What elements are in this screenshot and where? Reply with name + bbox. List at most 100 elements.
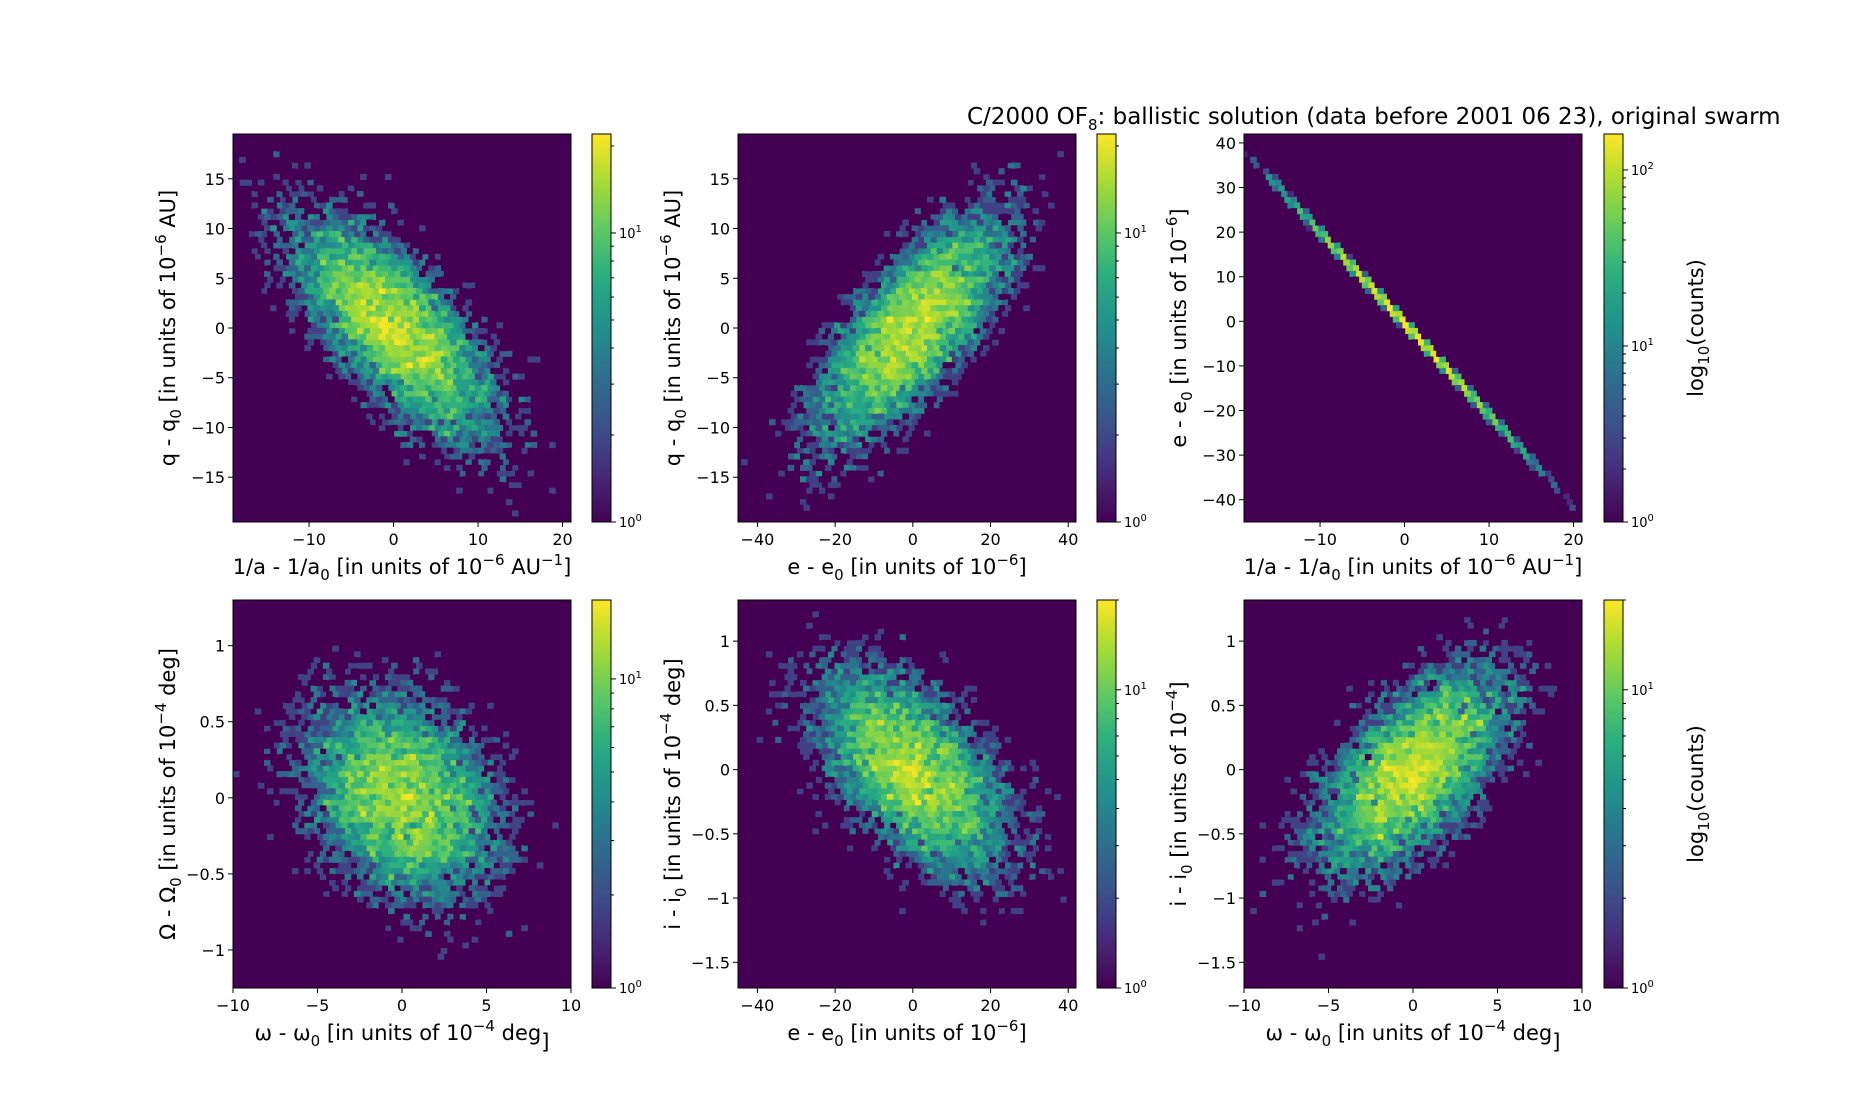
hexbin-cell (468, 668, 476, 675)
hexbin-cell (291, 674, 299, 681)
hexbin-cell (462, 362, 469, 369)
hexbin-cell (319, 293, 327, 300)
hexbin-cell (1411, 339, 1418, 346)
hexbin-cell (939, 242, 947, 249)
hexbin-cell (899, 384, 906, 392)
hexbin-cell (896, 322, 903, 329)
hexbin-cell (406, 419, 414, 426)
hexbin-cell (406, 442, 414, 449)
hexbin-cell (955, 259, 962, 266)
hexbin-cell (260, 242, 268, 249)
hexbin-cell (521, 845, 528, 852)
hexbin-cell (1048, 168, 1055, 175)
hexbin-cell (366, 151, 373, 158)
hexbin-cell (279, 731, 287, 738)
hexbin-cell (295, 305, 302, 312)
hexbin-cell (471, 345, 479, 352)
hexbin-cell (465, 925, 473, 932)
hexbin-cell (375, 702, 383, 709)
hexbin-cell (363, 259, 370, 266)
hexbin-cell (756, 407, 764, 414)
hexbin-cell (298, 288, 305, 295)
hexbin-cell (1306, 225, 1313, 232)
hexbin-cell (527, 811, 535, 818)
hexbin-cell (279, 811, 287, 818)
hexbin-cell (456, 793, 463, 801)
hexbin-cell (276, 236, 283, 243)
hexbin-cell (539, 379, 547, 386)
hexbin-cell (319, 145, 327, 152)
hexbin-cell (440, 436, 448, 443)
hexbin-cell (282, 327, 290, 335)
hexbin-cell (322, 379, 330, 386)
hexbin-cell (335, 219, 342, 226)
hexbin-cell (865, 379, 872, 386)
hexbin-cell (450, 453, 457, 460)
hexbin-cell (369, 191, 376, 198)
hexbin-cell (279, 742, 287, 749)
hexbin-cell (415, 799, 423, 806)
hexbin-cell (257, 293, 265, 300)
hexbin-cell (540, 539, 547, 545)
hexbin-cell (443, 771, 451, 778)
hexbin-cell (908, 322, 916, 329)
hexbin-cell (428, 367, 435, 374)
hexbin-cell (462, 339, 469, 346)
hexbin-cell (496, 402, 504, 409)
hexbin-cell (459, 811, 466, 818)
hexbin-cell (880, 305, 888, 312)
hexbin-cell (515, 822, 522, 829)
hexbin-cell (425, 828, 432, 835)
hexbin-cell (363, 850, 370, 858)
hexbin-cell (824, 476, 832, 483)
hexbin-cell (880, 339, 888, 346)
hexbin-cell (1265, 173, 1273, 181)
hexbin-cell (536, 748, 544, 755)
hexbin-cell (880, 782, 888, 789)
hexbin-cell (530, 839, 538, 846)
hexbin-cell (431, 316, 438, 323)
hexbin-cell (332, 339, 339, 346)
hexbin-cell (443, 487, 451, 494)
hexbin-cell (508, 765, 516, 772)
hexbin-cell (437, 407, 445, 414)
hexbin-cell (964, 265, 971, 272)
hexbin-cell (1594, 528, 1601, 534)
hexbin-cell (319, 793, 327, 801)
hexbin-cell (375, 259, 383, 266)
hexbin-cell (415, 379, 423, 386)
hexbin-cell (539, 436, 547, 443)
hexbin-cell (951, 356, 959, 363)
hexbin-cell (298, 776, 305, 783)
hexbin-cell (905, 419, 912, 426)
hexbin-cell (936, 282, 943, 289)
hexbin-cell (437, 350, 445, 357)
hexbin-cell (471, 845, 479, 852)
hexbin-cell (388, 839, 395, 846)
hexbin-cell (406, 373, 414, 380)
hexbin-cell (304, 196, 311, 203)
hexbin-cell (388, 691, 395, 698)
hexbin-cell (1029, 282, 1036, 289)
hexbin-cell (341, 639, 349, 647)
hexbin-cell (257, 259, 265, 266)
hexbin-cell (434, 459, 442, 466)
hexbin-cell (496, 504, 504, 511)
hexbin-cell (1004, 225, 1012, 232)
hexbin-cell (313, 771, 321, 778)
hexbin-cell (375, 407, 383, 414)
hexbin-cell (459, 913, 466, 920)
hexbin-cell (948, 168, 956, 175)
hexbin-cell (986, 168, 993, 175)
hexbin-cell (883, 833, 891, 840)
hexbin-cell (818, 384, 826, 392)
hexbin-cell (911, 476, 919, 483)
hexbin-cell (920, 436, 928, 443)
hexbin-cell (924, 305, 931, 312)
hexbin-cell (378, 799, 386, 806)
hexbin-cell (400, 805, 407, 812)
hexbin-cell (871, 776, 878, 783)
hexbin-cell (406, 782, 414, 789)
hexbin-cell (453, 356, 460, 363)
hexbin-cell (369, 259, 376, 266)
